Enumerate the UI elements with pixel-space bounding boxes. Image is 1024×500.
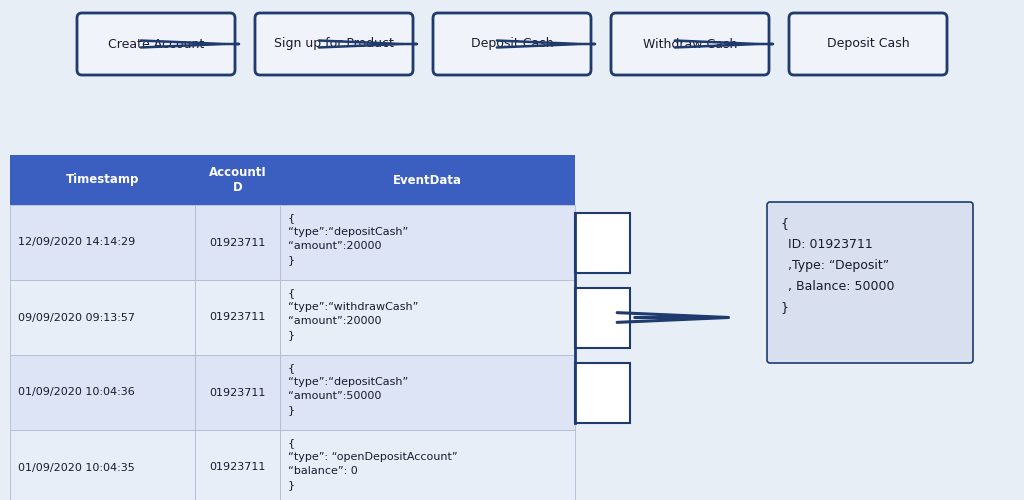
Bar xyxy=(10,280,195,355)
Text: 12/09/2020 14:14:29: 12/09/2020 14:14:29 xyxy=(18,238,135,248)
Bar xyxy=(10,355,195,430)
Bar xyxy=(575,212,630,272)
FancyBboxPatch shape xyxy=(767,202,973,363)
FancyBboxPatch shape xyxy=(790,13,947,75)
Bar xyxy=(575,288,630,348)
Bar xyxy=(10,430,195,500)
Text: {
“type”:“depositCash”
“amount”:50000
}: { “type”:“depositCash” “amount”:50000 } xyxy=(288,363,409,415)
Text: {
  ID: 01923711
  ,Type: “Deposit”
  , Balance: 50000
}: { ID: 01923711 ,Type: “Deposit” , Balanc… xyxy=(780,217,895,314)
Text: EventData: EventData xyxy=(393,174,462,186)
Bar xyxy=(10,155,195,205)
Text: Deposit Cash: Deposit Cash xyxy=(471,38,553,51)
Text: Create Account: Create Account xyxy=(108,38,204,51)
Text: AccountI
D: AccountI D xyxy=(209,166,266,194)
Text: {
“type”: “openDepositAccount”
“balance”: 0
}: { “type”: “openDepositAccount” “balance”… xyxy=(288,438,458,490)
Bar xyxy=(280,280,575,355)
Text: Deposit Cash: Deposit Cash xyxy=(826,38,909,51)
Text: 01/09/2020 10:04:35: 01/09/2020 10:04:35 xyxy=(18,462,135,472)
Bar xyxy=(195,205,280,280)
FancyBboxPatch shape xyxy=(433,13,591,75)
Text: 01923711: 01923711 xyxy=(209,462,265,472)
Text: 01/09/2020 10:04:36: 01/09/2020 10:04:36 xyxy=(18,388,135,398)
Bar xyxy=(195,430,280,500)
Text: 01923711: 01923711 xyxy=(209,238,265,248)
Bar xyxy=(195,280,280,355)
Text: {
“type”:“depositCash”
“amount”:20000
}: { “type”:“depositCash” “amount”:20000 } xyxy=(288,213,409,265)
Text: {
“type”:“withdrawCash”
“amount”:20000
}: { “type”:“withdrawCash” “amount”:20000 } xyxy=(288,288,419,340)
FancyBboxPatch shape xyxy=(611,13,769,75)
FancyBboxPatch shape xyxy=(255,13,413,75)
Bar xyxy=(195,355,280,430)
Bar xyxy=(10,205,195,280)
FancyBboxPatch shape xyxy=(77,13,234,75)
Bar xyxy=(280,430,575,500)
Text: Sign up for Product: Sign up for Product xyxy=(274,38,394,51)
Text: Withdraw Cash: Withdraw Cash xyxy=(643,38,737,51)
Text: Timestamp: Timestamp xyxy=(66,174,139,186)
Bar xyxy=(280,205,575,280)
Text: 01923711: 01923711 xyxy=(209,312,265,322)
Text: 01923711: 01923711 xyxy=(209,388,265,398)
Bar xyxy=(575,362,630,422)
Bar xyxy=(280,355,575,430)
Bar xyxy=(195,155,280,205)
Text: 09/09/2020 09:13:57: 09/09/2020 09:13:57 xyxy=(18,312,135,322)
Bar xyxy=(280,155,575,205)
